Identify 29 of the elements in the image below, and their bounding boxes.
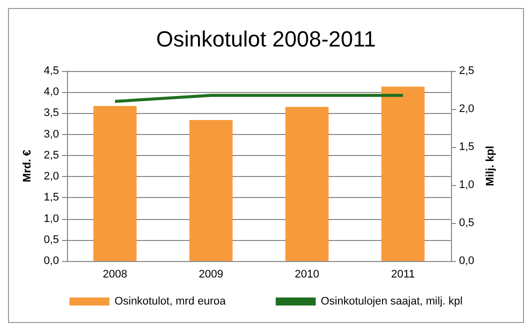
bar	[381, 86, 425, 261]
y-tick-label: 3,0	[44, 128, 59, 140]
chart-title: Osinkotulot 2008-2011	[156, 26, 376, 52]
y-tick-label: 0,5	[44, 234, 59, 246]
legend-label: Osinkotulot, mrd euroa	[114, 296, 227, 308]
y-tick-label: 0,0	[44, 255, 59, 267]
legend-label: Osinkotulojen saajat, milj. kpl	[320, 296, 463, 308]
y2-tick-label: 0,0	[459, 255, 474, 267]
x-tick-label: 2010	[294, 268, 320, 280]
y-tick-label: 3,5	[44, 107, 59, 120]
bar	[189, 120, 233, 261]
y2-tick-label: 2,5	[459, 65, 474, 77]
x-tick-label: 2009	[198, 268, 224, 280]
y2-tick-label: 0,5	[459, 217, 474, 229]
y-tick-label: 2,0	[44, 170, 59, 183]
y-axis-title: Mrd. €	[21, 150, 34, 182]
bar	[93, 106, 137, 261]
x-tick-label: 2008	[102, 268, 128, 280]
bar	[285, 106, 329, 261]
y-tick-label: 1,5	[44, 192, 59, 204]
y-tick-label: 4,0	[44, 86, 59, 98]
y2-tick-label: 1,0	[459, 179, 474, 191]
y-tick-label: 4,5	[44, 65, 59, 77]
x-tick-label: 2011	[391, 268, 415, 280]
y-tick-label: 2,5	[44, 149, 59, 162]
y2-tick-label: 2,0	[459, 103, 474, 115]
y2-tick-label: 1,5	[459, 141, 474, 153]
y-tick-label: 1,0	[44, 212, 59, 225]
y2-axis-title: Milj. kpl	[484, 146, 497, 186]
